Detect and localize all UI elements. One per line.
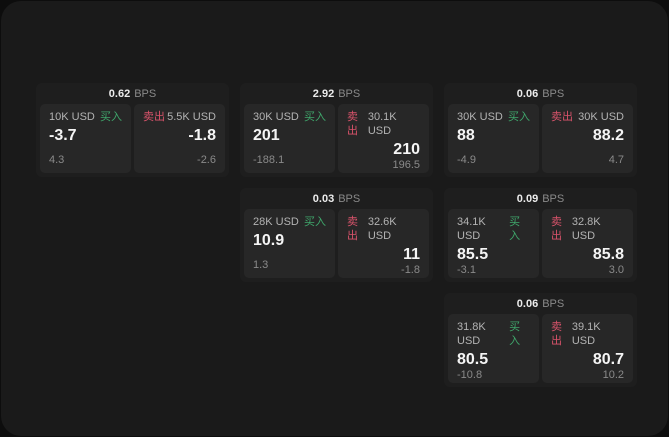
buy-price-tile[interactable]: 34.1K USD 买入 85.5 -3.1 [448,209,539,278]
bps-label: BPS [134,87,157,100]
buy-amount: 10K USD [49,111,95,123]
buy-amount: 34.1K USD [457,216,486,242]
sell-price: 11 [403,246,420,263]
sell-change: -1.8 [401,264,420,276]
buy-label: 买入 [304,216,326,228]
sell-price-tile[interactable]: 卖出 39.1K USD 80.7 10.2 [542,314,633,383]
sell-label: 卖出 [551,111,573,123]
sell-amount: 5.5K USD [167,111,216,123]
sell-price-tile[interactable]: 卖出 30.1K USD 210 196.5 [338,104,429,173]
sell-price: 210 [393,141,420,158]
buy-price-tile[interactable]: 30K USD 买入 88 -4.9 [448,104,539,173]
buy-price-tile[interactable]: 10K USD 买入 -3.7 4.3 [40,104,131,173]
buy-price: 88 [457,127,475,144]
sell-price: 85.8 [592,246,624,263]
sell-amount: 30K USD [578,111,624,123]
price-panels: 10K USD 买入 -3.7 4.3 卖出 5.5K USD -1.8 -2.… [36,104,229,177]
buy-price-tile[interactable]: 31.8K USD 买入 80.5 -10.8 [448,314,539,383]
sell-amount: 32.6K USD [367,216,397,242]
buy-change: -188.1 [253,154,285,166]
sell-label: 卖出 [347,111,358,137]
spread-value: 0.06 [516,87,539,100]
quote-card: 0.03 BPS 28K USD 买入 10.9 1.3 卖出 32.6K U [240,188,433,282]
sell-change: 3.0 [608,264,624,276]
sell-change: 10.2 [602,369,624,381]
price-panels: 30K USD 买入 88 -4.9 卖出 30K USD 88.2 4.7 [444,104,637,177]
buy-price-tile[interactable]: 28K USD 买入 10.9 1.3 [244,209,335,278]
buy-change: -3.1 [457,264,476,276]
price-panels: 30K USD 买入 201 -188.1 卖出 30.1K USD 210 1… [240,104,433,177]
sell-label: 卖出 [551,321,562,347]
sell-label: 卖出 [347,216,358,242]
quote-card: 0.09 BPS 34.1K USD 买入 85.5 -3.1 卖出 32.8 [444,188,637,282]
price-panels: 34.1K USD 买入 85.5 -3.1 卖出 32.8K USD 85.8… [444,209,637,282]
spread-header: 0.03 BPS [240,188,433,209]
buy-label: 买入 [509,216,521,242]
sell-label: 卖出 [551,216,562,242]
sell-label: 卖出 [143,111,165,123]
quote-card: 0.06 BPS 31.8K USD 买入 80.5 -10.8 卖出 39. [444,293,637,387]
buy-amount: 30K USD [253,111,299,123]
sell-price: 80.7 [592,351,624,368]
sell-change: 4.7 [608,154,624,166]
quote-card: 0.62 BPS 10K USD 买入 -3.7 4.3 卖出 5.5K US [36,83,229,177]
spread-value: 0.06 [516,297,539,310]
buy-price: 85.5 [457,246,489,263]
spread-value: 0.03 [312,192,335,205]
bps-label: BPS [542,297,565,310]
buy-change: 4.3 [49,154,65,166]
sell-price: 88.2 [592,127,624,144]
buy-label: 买入 [304,111,326,123]
sell-amount: 32.8K USD [571,216,601,242]
bps-label: BPS [338,87,361,100]
bps-label: BPS [338,192,361,205]
spread-value: 0.09 [516,192,539,205]
sell-change: -2.6 [197,154,216,166]
spread-header: 0.06 BPS [444,293,637,314]
buy-label: 买入 [509,321,521,347]
spread-header: 0.09 BPS [444,188,637,209]
sell-amount: 39.1K USD [571,321,601,347]
quote-card: 0.06 BPS 30K USD 买入 88 -4.9 卖出 30K USD [444,83,637,177]
buy-label: 买入 [100,111,122,123]
sell-amount: 30.1K USD [367,111,397,137]
sell-price-tile[interactable]: 卖出 5.5K USD -1.8 -2.6 [134,104,225,173]
buy-price: 201 [253,127,280,144]
sell-change: 196.5 [392,159,420,171]
sell-price-tile[interactable]: 卖出 32.8K USD 85.8 3.0 [542,209,633,278]
spread-header: 0.62 BPS [36,83,229,104]
spread-header: 0.06 BPS [444,83,637,104]
price-panels: 31.8K USD 买入 80.5 -10.8 卖出 39.1K USD 80.… [444,314,637,387]
buy-price: -3.7 [49,127,77,144]
bps-label: BPS [542,192,565,205]
buy-change: -4.9 [457,154,476,166]
buy-label: 买入 [508,111,530,123]
spread-value: 2.92 [312,87,335,100]
buy-amount: 30K USD [457,111,503,123]
buy-price: 10.9 [253,232,285,249]
sell-price-tile[interactable]: 卖出 30K USD 88.2 4.7 [542,104,633,173]
price-panels: 28K USD 买入 10.9 1.3 卖出 32.6K USD 11 -1.8 [240,209,433,282]
quote-card: 2.92 BPS 30K USD 买入 201 -188.1 卖出 30.1K [240,83,433,177]
buy-amount: 28K USD [253,216,299,228]
sell-price: -1.8 [188,127,216,144]
spread-header: 2.92 BPS [240,83,433,104]
bps-label: BPS [542,87,565,100]
buy-change: 1.3 [253,259,269,271]
quote-cards-grid: 0.62 BPS 10K USD 买入 -3.7 4.3 卖出 5.5K US [36,83,637,387]
buy-change: -10.8 [457,369,483,381]
spread-value: 0.62 [108,87,131,100]
buy-price-tile[interactable]: 30K USD 买入 201 -188.1 [244,104,335,173]
sell-price-tile[interactable]: 卖出 32.6K USD 11 -1.8 [338,209,429,278]
buy-amount: 31.8K USD [457,321,486,347]
buy-price: 80.5 [457,351,489,368]
